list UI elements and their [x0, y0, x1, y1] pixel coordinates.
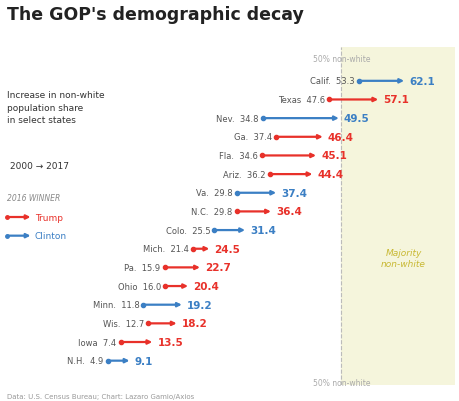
Text: Ohio  16.0: Ohio 16.0: [118, 282, 161, 291]
Text: 46.4: 46.4: [327, 132, 353, 142]
Text: 24.5: 24.5: [214, 244, 240, 254]
Text: Colo.  25.5: Colo. 25.5: [165, 226, 210, 235]
Bar: [341, 48, 454, 385]
Text: 19.2: 19.2: [187, 300, 212, 310]
Text: 22.7: 22.7: [205, 263, 230, 273]
Text: 50% non-white: 50% non-white: [312, 379, 369, 387]
Text: Data: U.S. Census Bureau; Chart: Lazaro Gamio/Axios: Data: U.S. Census Bureau; Chart: Lazaro …: [7, 393, 194, 399]
Text: 37.4: 37.4: [281, 188, 307, 198]
Text: Ga.  37.4: Ga. 37.4: [233, 133, 271, 142]
Text: 9.1: 9.1: [134, 356, 153, 366]
Text: Trump: Trump: [34, 213, 62, 222]
Text: 13.5: 13.5: [157, 337, 183, 347]
Text: 2000 → 2017: 2000 → 2017: [10, 162, 69, 170]
Text: 36.4: 36.4: [275, 207, 302, 217]
Text: Majority
non-white: Majority non-white: [381, 249, 425, 268]
Text: N.C.  29.8: N.C. 29.8: [191, 207, 232, 217]
Text: Increase in non-white
population share
in select states: Increase in non-white population share i…: [7, 91, 105, 125]
Text: 50% non-white: 50% non-white: [312, 55, 369, 64]
Text: Clinton: Clinton: [34, 232, 67, 241]
Text: Calif.  53.3: Calif. 53.3: [309, 77, 353, 86]
Text: Ariz.  36.2: Ariz. 36.2: [223, 170, 265, 179]
Text: Minn.  11.8: Minn. 11.8: [92, 300, 139, 310]
Text: 45.1: 45.1: [320, 151, 347, 161]
Text: Texas  47.6: Texas 47.6: [277, 96, 324, 105]
Text: 2016 WINNER: 2016 WINNER: [7, 193, 60, 202]
Text: 44.4: 44.4: [317, 170, 343, 180]
Text: The GOP's demographic decay: The GOP's demographic decay: [7, 6, 303, 24]
Text: Mich.  21.4: Mich. 21.4: [143, 245, 189, 253]
Text: 31.4: 31.4: [250, 225, 275, 235]
Text: Wis.  12.7: Wis. 12.7: [102, 319, 144, 328]
Text: 20.4: 20.4: [193, 282, 218, 291]
Text: 62.1: 62.1: [409, 77, 434, 87]
Text: Va.  29.8: Va. 29.8: [196, 189, 232, 198]
Text: Iowa  7.4: Iowa 7.4: [78, 338, 116, 346]
Text: 18.2: 18.2: [181, 318, 207, 328]
Text: Nev.  34.8: Nev. 34.8: [216, 114, 258, 124]
Text: N.H.  4.9: N.H. 4.9: [67, 356, 103, 365]
Text: Fla.  34.6: Fla. 34.6: [218, 152, 257, 160]
Text: Pa.  15.9: Pa. 15.9: [124, 263, 160, 272]
Text: 49.5: 49.5: [343, 114, 369, 124]
Text: 57.1: 57.1: [382, 95, 409, 105]
